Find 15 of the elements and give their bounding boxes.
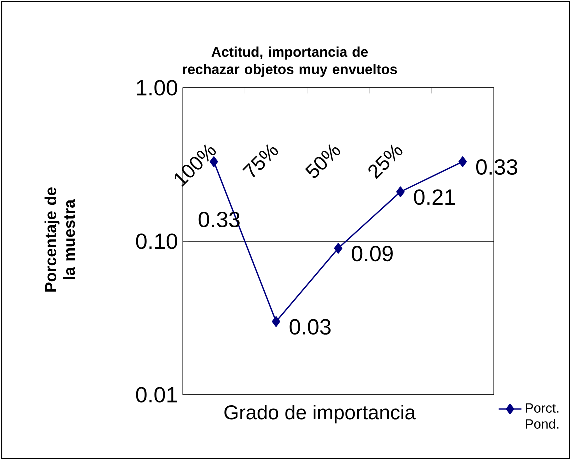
legend-label: Porct. Pond. [526,404,559,429]
data-label: 0.09 [352,246,393,262]
y-tick-label: 1.00 [137,80,178,96]
x-axis-title: Grado de importancia [224,405,416,424]
data-label: 0.03 [290,319,331,335]
x-tick-label: 75% [242,144,278,178]
point [396,186,405,198]
point [458,156,468,168]
point [334,243,343,254]
y-axis-title: Porcentaje de la muestra [44,188,76,292]
y-tick-label: 0.01 [136,387,178,403]
point [272,316,280,328]
y-tick-label: 0.10 [136,234,178,250]
chart-title: Actitud, importancia de rechazar objetos muy envueltos [183,46,398,78]
data-label: 0.21 [414,190,456,206]
